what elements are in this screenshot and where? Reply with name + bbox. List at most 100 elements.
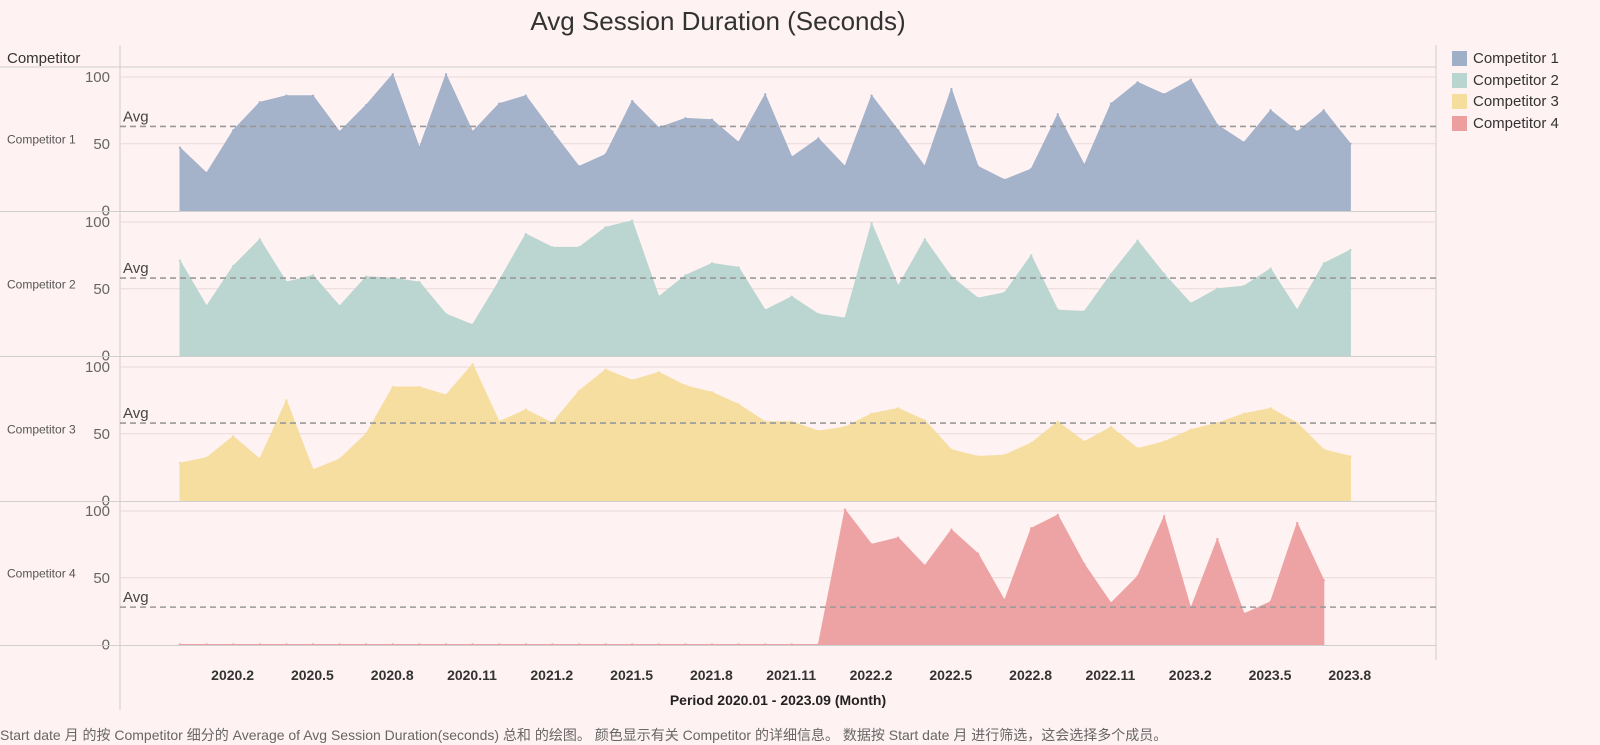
data-point: [1322, 448, 1326, 451]
legend-item[interactable]: Competitor 1: [1452, 48, 1559, 70]
data-point: [604, 368, 607, 371]
data-point: [1109, 425, 1113, 429]
legend-label: Competitor 2: [1473, 71, 1559, 89]
data-point: [285, 94, 288, 97]
data-point: [1109, 272, 1113, 276]
data-point: [1030, 441, 1033, 445]
data-point: [498, 420, 501, 423]
data-point: [1242, 141, 1246, 144]
data-point: [976, 165, 980, 168]
data-point: [471, 363, 474, 366]
avg-label: Avg: [123, 260, 149, 277]
legend-label: Competitor 4: [1473, 114, 1559, 132]
data-point: [1269, 109, 1272, 112]
data-point: [843, 425, 847, 429]
data-point: [418, 280, 421, 284]
legend-item[interactable]: Competitor 2: [1452, 70, 1559, 92]
data-point: [1163, 440, 1166, 443]
data-point: [1083, 163, 1086, 167]
x-tick-label: 2020.8: [371, 667, 414, 683]
x-tick-label: 2023.2: [1169, 667, 1212, 683]
data-point: [311, 94, 315, 97]
data-point: [737, 266, 740, 269]
panel-label: Competitor 4: [7, 566, 76, 580]
data-point: [684, 384, 687, 387]
legend-swatch: [1452, 51, 1467, 67]
panel-label: Competitor 3: [7, 422, 76, 436]
data-point: [684, 274, 687, 277]
data-point: [657, 126, 660, 129]
data-point: [1109, 102, 1113, 105]
data-point: [205, 171, 208, 175]
data-point: [1242, 412, 1246, 415]
data-point: [1056, 420, 1060, 423]
data-point: [843, 316, 847, 320]
data-point: [631, 219, 634, 222]
data-point: [471, 323, 474, 326]
x-tick-label: 2021.8: [690, 667, 733, 683]
data-point: [923, 564, 926, 567]
x-tick-label: 2023.5: [1249, 667, 1292, 683]
data-point: [631, 379, 634, 382]
data-point: [1189, 78, 1193, 81]
y-tick-label: 50: [93, 281, 110, 298]
data-point: [1349, 248, 1352, 252]
x-tick-label: 2021.5: [610, 667, 653, 683]
data-point: [1296, 308, 1299, 312]
x-tick-label: 2022.5: [929, 667, 972, 683]
data-point: [444, 73, 448, 76]
legend: Competitor 1 Competitor 2 Competitor 3 Comp…: [1452, 48, 1559, 134]
data-point: [524, 94, 527, 97]
data-point: [631, 99, 634, 103]
data-point: [1296, 521, 1299, 525]
data-point: [338, 457, 341, 461]
y-tick-label: 50: [93, 426, 110, 443]
data-point: [950, 448, 953, 451]
area-series-3: [179, 363, 1351, 501]
legend-item[interactable]: Competitor 4: [1452, 113, 1559, 135]
y-tick-label: 100: [85, 503, 110, 520]
x-tick-label: 2022.11: [1085, 667, 1135, 683]
data-point: [258, 238, 261, 241]
data-point: [1322, 579, 1326, 582]
data-point: [311, 274, 315, 277]
y-tick-label: 100: [85, 69, 110, 86]
data-point: [923, 165, 926, 168]
panel-label: Competitor 2: [7, 277, 76, 291]
data-point: [524, 232, 527, 236]
row-header: Competitor: [7, 50, 81, 67]
data-point: [870, 222, 873, 225]
data-point: [178, 461, 182, 465]
data-point: [1030, 167, 1033, 171]
data-point: [205, 456, 208, 459]
data-point: [1136, 239, 1139, 242]
data-point: [471, 130, 474, 133]
data-point: [1216, 287, 1219, 290]
data-point: [976, 552, 980, 555]
data-point: [1296, 130, 1299, 133]
data-point: [551, 130, 554, 133]
data-point: [1296, 421, 1299, 425]
data-point: [1269, 600, 1272, 603]
legend-swatch: [1452, 94, 1467, 110]
data-point: [1322, 262, 1326, 265]
data-point: [657, 295, 660, 298]
avg-label: Avg: [123, 405, 149, 422]
data-point: [870, 543, 873, 546]
data-point: [1136, 81, 1139, 84]
data-point: [976, 296, 980, 300]
data-point: [365, 103, 368, 107]
data-point: [1136, 447, 1139, 450]
legend-label: Competitor 1: [1473, 50, 1559, 68]
data-point: [923, 238, 926, 241]
data-point: [418, 385, 421, 389]
x-axis-title: Period 2020.01 - 2023.09 (Month): [669, 692, 887, 708]
legend-item[interactable]: Competitor 3: [1452, 91, 1559, 113]
data-point: [418, 146, 421, 149]
data-point: [897, 536, 900, 539]
data-point: [551, 246, 554, 249]
data-point: [1163, 515, 1166, 518]
data-point: [817, 429, 820, 433]
data-point: [897, 407, 900, 410]
